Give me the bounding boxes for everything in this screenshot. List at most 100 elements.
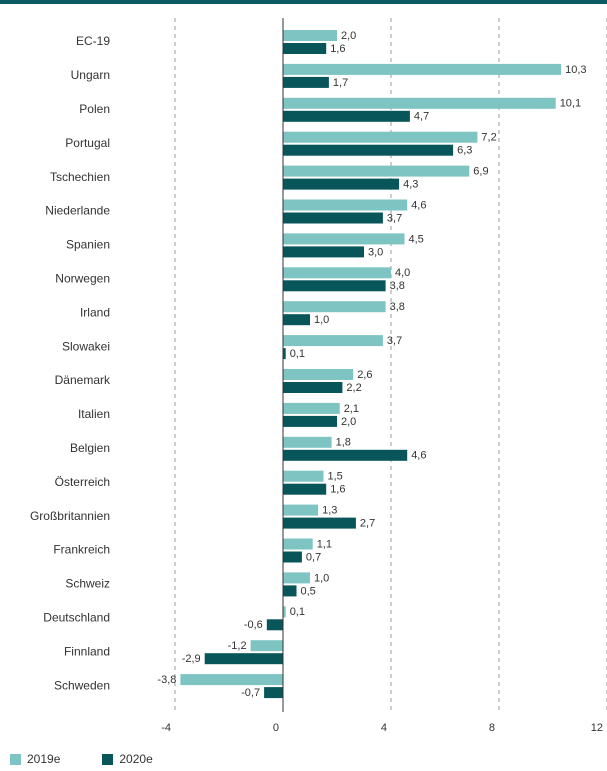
bar-2019e [283,63,562,75]
data-label-2020e: 3,7 [387,212,402,224]
data-label-2020e: -0,6 [244,619,263,631]
category-label: Deutschland [43,610,110,624]
legend-swatch-2019e [10,753,21,765]
data-label-2019e: 6,9 [473,166,488,178]
bar-2019e [283,402,340,414]
bar-2019e [283,335,383,347]
category-label: Irland [80,305,110,319]
bar-2020e [283,110,410,122]
bar-2019e [180,674,283,686]
bar-2019e [283,538,313,550]
legend-item-2019e: 2019e [10,752,60,766]
bar-2019e [283,606,286,618]
bar-2020e [283,551,302,563]
data-label-2020e: -0,7 [241,687,260,699]
data-label-2019e: 4,0 [395,267,410,279]
bar-2020e [283,348,286,360]
bar-2020e [283,483,327,495]
data-label-2019e: 7,2 [481,132,496,144]
category-label: Österreich [55,475,110,489]
data-label-2019e: 1,1 [317,538,332,550]
bar-2020e [266,619,283,631]
category-label: Polen [79,102,110,116]
data-label-2020e: -2,9 [182,653,201,665]
bar-2019e [283,504,319,516]
data-label-2020e: 0,1 [290,348,305,360]
data-label-2020e: 1,6 [330,43,345,55]
data-label-2019e: 10,1 [560,98,581,110]
bar-2020e [283,280,386,292]
data-label-2020e: 3,8 [390,280,405,292]
data-label-2020e: 4,7 [414,111,429,123]
data-label-2019e: 3,7 [387,335,402,347]
data-label-2020e: 1,0 [314,314,329,326]
bar-2020e [283,246,364,258]
x-tick-label: 0 [273,722,279,734]
data-label-2019e: 2,0 [341,30,356,42]
data-label-2020e: 3,0 [368,246,383,258]
data-label-2019e: 1,8 [336,437,351,449]
legend-swatch-2020e [102,753,114,765]
bar-2019e [283,470,324,482]
data-label-2020e: 4,3 [403,179,418,191]
bar-2019e [283,97,556,109]
data-label-2019e: 0,1 [290,606,305,618]
data-label-2020e: 6,3 [457,145,472,157]
data-label-2020e: 2,7 [360,518,375,530]
category-label: Belgien [70,441,110,455]
data-label-2020e: 4,6 [411,450,426,462]
bar-2019e [283,30,337,41]
category-label: Italien [78,407,110,421]
bar-2020e [283,178,400,190]
bar-2020e [204,653,283,665]
legend-item-2020e: 2020e [102,752,153,766]
data-label-2019e: 2,1 [344,403,359,415]
category-label: Dänemark [55,373,111,387]
data-label-2020e: 1,7 [333,77,348,89]
data-label-2020e: 1,6 [330,484,345,496]
bar-2020e [264,687,283,699]
data-label-2019e: 4,6 [411,199,426,211]
category-label: Ungarn [71,68,110,82]
bar-2019e [283,131,478,143]
x-tick-label: 12 [591,722,603,734]
category-label: Großbritannien [30,509,110,523]
legend-label-2019e: 2019e [27,752,61,766]
category-label: Finnland [64,644,110,658]
category-label: Schweden [54,678,110,692]
data-label-2020e: 0,7 [306,551,321,563]
bar-2019e [283,233,405,245]
data-label-2019e: 1,0 [314,572,329,584]
legend-label-2020e: 2020e [119,752,153,766]
top-rule [0,0,607,4]
bar-2020e [283,517,356,529]
bar-2019e [283,369,354,380]
category-label: Portugal [65,136,110,150]
bar-2020e [283,382,343,393]
bar-2019e [283,267,391,279]
data-label-2019e: 1,5 [328,471,343,483]
category-label: EC-19 [76,34,110,48]
category-label: Norwegen [55,271,110,285]
bar-2019e [283,572,310,584]
bar-2019e [283,301,386,313]
bar-2019e [283,436,332,448]
bar-2020e [283,415,337,427]
category-label: Frankreich [53,543,110,557]
data-label-2020e: 2,2 [346,382,361,394]
legend: 2019e 2020e [10,752,195,766]
bar-2019e [250,640,283,652]
x-tick-label: -4 [161,722,171,734]
data-label-2019e: 3,8 [390,301,405,313]
bar-2020e [283,449,408,461]
x-tick-label: 8 [489,722,495,734]
bar-2020e [283,144,454,156]
data-label-2019e: 10,3 [565,64,586,76]
category-label: Niederlande [45,204,110,218]
category-label: Slowakei [62,339,110,353]
bar-2019e [283,199,408,211]
bar-2020e [283,43,327,54]
bar-2020e [283,212,383,224]
data-label-2019e: 2,6 [357,369,372,381]
